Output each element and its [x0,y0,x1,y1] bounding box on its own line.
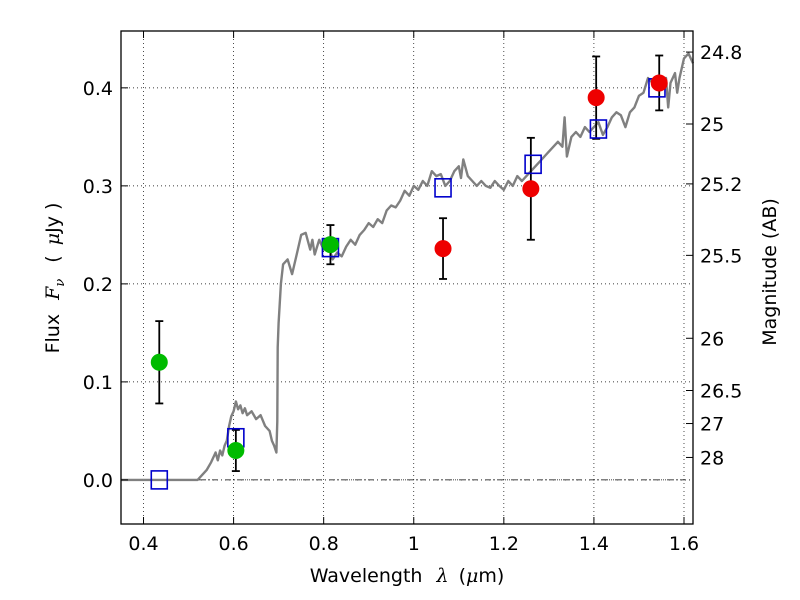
model-square-marker [589,119,608,139]
data-point [522,180,540,198]
model-square-marker [150,470,169,490]
x-tick-label: 1.4 [579,533,609,555]
y-label-unit-mu: μ [42,233,64,245]
y-label-prefix: Flux [42,314,64,354]
x-tick-label: 1 [408,533,420,555]
grid-lines [121,31,693,524]
y2-tick-label: 27 [700,414,724,436]
x-tick-label: 1.6 [669,533,699,555]
y2-tick-label: 26 [700,328,724,350]
x-label-unit-open: ( [459,565,466,587]
y2-tick-label: 24.8 [700,42,742,64]
y2-tick-label: 25 [700,114,724,136]
data-point [434,240,452,258]
y2-tick-label: 25.5 [700,245,742,267]
model-square-marker [524,154,542,175]
model-square-marker [434,178,452,198]
model-square-series [150,78,666,490]
x-label-symbol: λ [435,565,448,587]
y2-tick-label: 25.2 [700,174,742,196]
x-tick-label: 0.6 [218,533,248,555]
data-point [321,236,339,254]
data-point [227,441,245,459]
data-point [587,89,605,107]
data-point [150,353,168,371]
y-label-symbol: F [42,286,64,301]
y-tick-label: 0.2 [83,274,113,296]
spectrum-series [121,52,695,482]
data-point [650,74,668,92]
y2-tick-label: 26.5 [700,381,742,403]
y-tick-label: 0.4 [83,78,113,100]
y-axis-label: Flux Fν ( μJy ) [42,203,69,354]
x-axis-label: Wavelength λ (μm) [310,565,505,587]
plot-background [121,31,693,524]
y-tick-label: 0.0 [83,470,113,492]
y-label-unit-open: ( [42,255,64,262]
x-label-unit-rest: m) [478,565,504,587]
y2-tick-label: 28 [700,447,724,469]
x-tick-label: 0.4 [128,533,158,555]
observed-point-series [150,74,668,459]
y-label-unit-rest: Jy ) [42,203,64,234]
x-label-unit-mu: μ [466,565,478,587]
y-tick-label: 0.1 [83,372,113,394]
y-label-subscript: ν [53,279,68,287]
y-tick-label: 0.3 [83,176,113,198]
x-label-text: Wavelength [310,565,423,587]
x-tick-label: 1.2 [489,533,519,555]
spectrum-line [121,52,695,482]
x-tick-label: 0.8 [309,533,339,555]
y2-axis-label: Magnitude (AB) [759,198,781,346]
axis-ticks: 0.4 0.6 0.8 1 1.2 1.4 1.6 0.0 0.1 0.2 0.3 0.4 24.8 25… [83,31,742,555]
plot-frame [120,30,694,525]
